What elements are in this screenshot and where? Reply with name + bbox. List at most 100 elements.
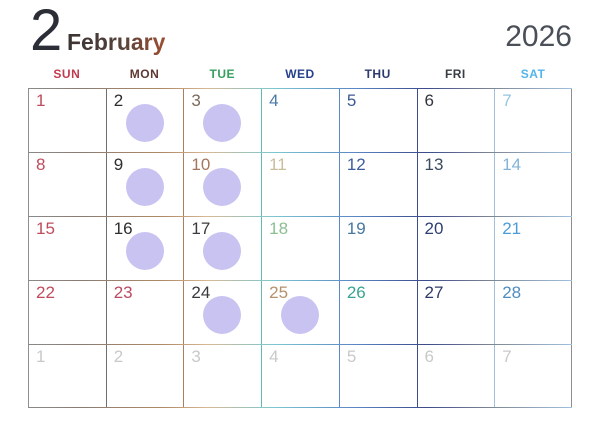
day-number: 11 [269,155,287,174]
day-number: 1 [36,91,46,110]
day-cell: 12 [339,152,417,216]
day-number: 18 [269,219,289,238]
day-cell: 17 [183,216,261,280]
day-number: 13 [424,155,444,174]
lavender-circle-marker [125,168,164,207]
day-number: 21 [502,219,522,238]
month-name: February [67,29,166,55]
day-number: 8 [36,155,46,174]
day-cell: 26 [339,280,417,344]
day-cell: 10 [183,152,261,216]
lavender-circle-marker [203,296,242,335]
weekday-label-wed: WED [285,67,315,81]
day-cell: 3 [183,88,261,152]
grid-horizontal-line [28,88,572,89]
grid-vertical-line [261,88,262,408]
day-cell: 21 [494,216,572,280]
day-cell-next-month: 2 [106,344,184,408]
day-cell: 2 [106,88,184,152]
day-cell: 4 [261,88,339,152]
day-number: 5 [346,347,357,366]
day-number: 6 [424,347,434,366]
day-cell: 15 [28,216,106,280]
day-number: 28 [502,283,522,302]
lavender-circle-marker [125,232,164,271]
day-number: 19 [346,219,366,238]
calendar-cells: 1 2 3 4 5 6 7 8 9 10 11 12 13 14 15 16 17 18 19 20 21 22 23 24 2… [28,88,572,408]
grid-vertical-line [339,88,340,408]
grid-vertical-line [417,88,418,408]
day-number: 4 [269,347,279,366]
day-number: 22 [36,283,55,302]
day-cell-next-month: 5 [339,344,417,408]
day-cell-next-month: 1 [28,344,106,408]
month-number: 2 [30,0,62,63]
day-cell: 28 [494,280,572,344]
lavender-circle-marker [203,104,242,143]
day-number: 5 [346,91,357,110]
grid-horizontal-line [28,280,572,281]
day-number: 24 [191,283,211,302]
day-number: 15 [36,219,55,238]
day-number: 17 [191,219,211,238]
weekday-label-mon: MON [129,67,160,81]
day-cell: 22 [28,280,106,344]
calendar-grid: 1 2 3 4 5 6 7 8 9 10 11 12 13 14 15 16 17 18 19 20 21 22 23 24 2… [28,88,572,408]
day-cell: 7 [494,88,572,152]
day-cell: 18 [261,216,339,280]
weekday-header-row: SUN MON TUE WED THU FRI SAT [28,67,572,83]
day-cell: 14 [494,152,572,216]
grid-vertical-line [494,88,495,408]
day-cell: 23 [106,280,184,344]
day-number: 20 [424,219,444,238]
day-cell: 8 [28,152,106,216]
lavender-circle-marker [125,104,164,143]
grid-vertical-line [571,88,572,408]
day-cell: 24 [183,280,261,344]
day-number: 1 [36,347,46,366]
day-number: 14 [502,155,522,174]
day-cell: 9 [106,152,184,216]
weekday-label-sat: SAT [520,67,546,81]
weekday-label-tue: TUE [209,67,235,81]
day-cell: 19 [339,216,417,280]
day-number: 26 [346,283,366,302]
grid-horizontal-line [28,216,572,217]
day-number: 25 [269,283,289,302]
grid-horizontal-line [28,407,572,408]
day-cell: 13 [417,152,495,216]
day-number: 12 [346,155,366,174]
year-label: 2026 [505,20,572,53]
day-number: 3 [191,347,201,366]
day-cell-next-month: 3 [183,344,261,408]
grid-vertical-line [183,88,184,408]
day-cell: 27 [417,280,495,344]
grid-vertical-line [28,88,29,408]
day-cell-next-month: 6 [417,344,495,408]
day-cell-next-month: 4 [261,344,339,408]
day-cell: 1 [28,88,106,152]
day-number: 7 [502,347,512,366]
grid-horizontal-line [28,344,572,345]
day-cell: 6 [417,88,495,152]
lavender-circle-marker [203,232,242,271]
day-cell: 16 [106,216,184,280]
weekday-label-sun: SUN [53,67,81,81]
weekday-label-thu: THU [364,67,391,81]
lavender-circle-marker [280,296,319,335]
day-number: 9 [113,155,124,174]
day-number: 23 [113,283,133,302]
day-number: 4 [269,91,279,110]
day-cell: 20 [417,216,495,280]
grid-vertical-line [106,88,107,408]
day-number: 16 [113,219,133,238]
day-number: 3 [191,91,201,110]
day-number: 2 [113,347,124,366]
day-number: 10 [191,155,211,174]
day-number: 6 [424,91,434,110]
day-number: 27 [424,283,444,302]
day-cell-next-month: 7 [494,344,572,408]
day-cell: 5 [339,88,417,152]
weekday-label-fri: FRI [444,67,466,81]
